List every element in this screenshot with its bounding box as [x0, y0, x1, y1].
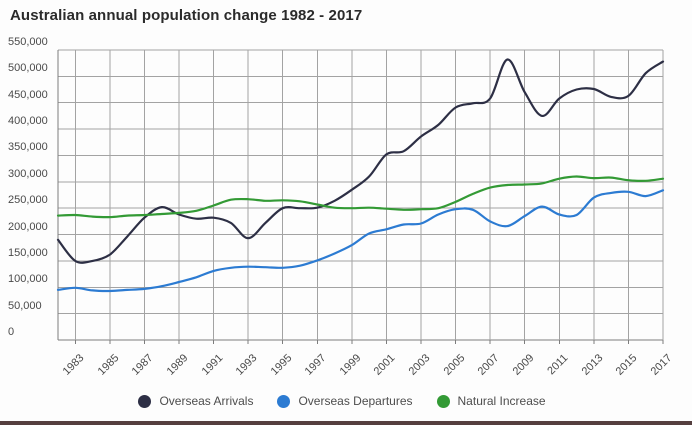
y-axis-tick-label: 100,000 — [8, 273, 48, 286]
y-axis-tick-label: 0 — [8, 326, 15, 338]
y-axis-tick-label: 350,000 — [8, 141, 48, 154]
y-axis-tick-label: 500,000 — [8, 62, 48, 75]
series-line-overseas-arrivals — [56, 58, 665, 264]
y-axis-tick-label: 550,000 — [8, 36, 48, 48]
window-bottom-edge — [0, 421, 692, 425]
y-axis-tick-label: 200,000 — [8, 220, 48, 233]
y-axis-tick-label: 400,000 — [8, 115, 48, 128]
legend-dot-natural-increase — [436, 394, 450, 408]
legend-item-overseas-arrivals[interactable]: Overseas Arrivals — [138, 394, 253, 408]
legend-dot-overseas-departures — [277, 394, 291, 408]
legend-item-natural-increase[interactable]: Natural Increase — [436, 394, 546, 408]
legend-label: Overseas Arrivals — [159, 394, 254, 408]
series-line-natural-increase — [56, 175, 665, 219]
y-axis-tick-label: 300,000 — [8, 167, 48, 180]
legend-item-overseas-departures[interactable]: Overseas Departures — [277, 394, 413, 408]
y-axis-tick-label: 250,000 — [8, 194, 48, 207]
legend-label: Overseas Departures — [298, 394, 413, 408]
legend-label: Natural Increase — [457, 394, 546, 408]
chart-title: Australian annual population change 1982… — [10, 7, 363, 24]
series-line-overseas-departures — [56, 189, 665, 293]
y-axis-tick-label: 450,000 — [8, 88, 48, 101]
y-axis-tick-label: 150,000 — [8, 246, 48, 259]
legend: Overseas Arrivals Overseas Departures Natu… — [0, 394, 684, 408]
y-axis-tick-label: 50,000 — [8, 299, 42, 312]
legend-dot-overseas-arrivals — [138, 394, 152, 408]
